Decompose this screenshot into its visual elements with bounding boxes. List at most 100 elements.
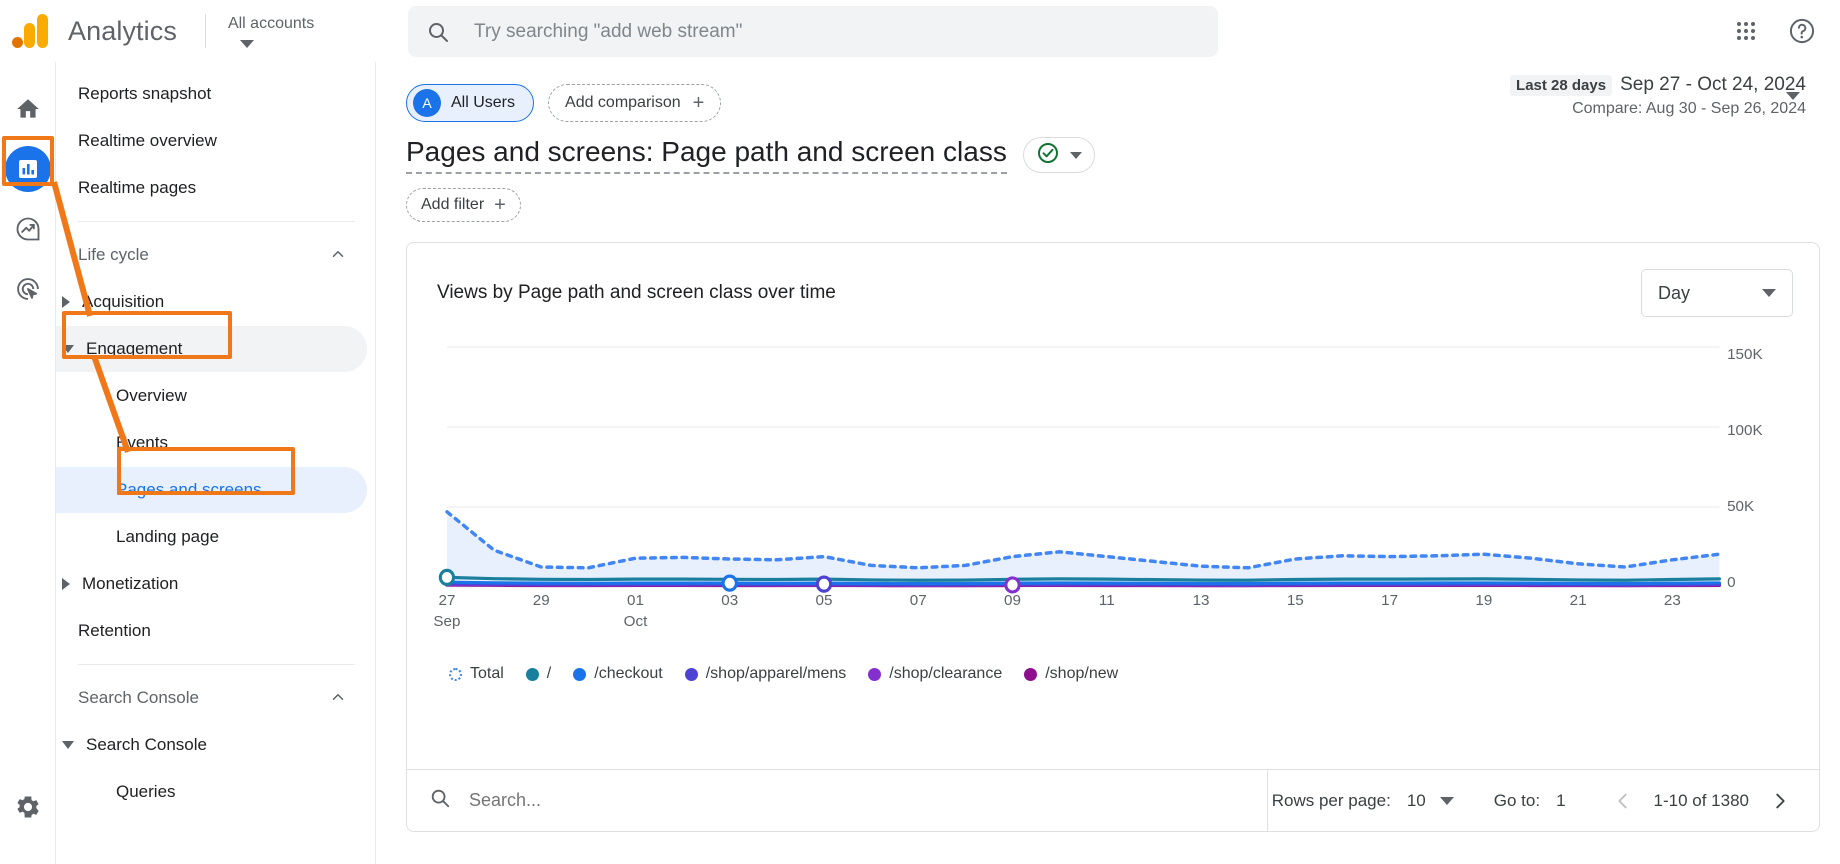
chart-card-header: Views by Page path and screen class over… bbox=[407, 243, 1819, 317]
sidebar-item-label: Events bbox=[116, 433, 168, 452]
apps-grid-icon[interactable] bbox=[1722, 7, 1770, 55]
chevron-down-icon bbox=[1069, 151, 1082, 159]
avatar: A bbox=[413, 89, 441, 117]
sidebar-item-realtime-pages[interactable]: Realtime pages bbox=[56, 165, 367, 211]
chevron-down-icon bbox=[239, 39, 254, 48]
goto-input[interactable]: 1 bbox=[1556, 790, 1566, 810]
report-title-row: Pages and screens: Page path and screen … bbox=[376, 122, 1840, 174]
legend-label: /shop/clearance bbox=[889, 665, 1003, 682]
global-search[interactable] bbox=[408, 6, 1218, 57]
chart-legend: Total / /checkout /shop/apparel/mens /sh… bbox=[407, 657, 1819, 683]
legend-swatch bbox=[449, 667, 462, 681]
rows-per-page-label: Rows per page: bbox=[1271, 790, 1391, 810]
chevron-down-icon bbox=[1762, 289, 1776, 297]
table-controls: Rows per page: 10 Go to: 1 1-10 of 1380 bbox=[407, 769, 1819, 831]
legend-item-total[interactable]: Total bbox=[449, 665, 504, 683]
legend-item-shop-clearance[interactable]: /shop/clearance bbox=[868, 665, 1002, 683]
sidebar-section-label: Search Console bbox=[78, 688, 199, 707]
chevron-up-icon bbox=[329, 245, 347, 266]
sidebar-item-engagement[interactable]: Engagement bbox=[56, 326, 367, 372]
legend-swatch bbox=[1024, 667, 1038, 681]
legend-swatch bbox=[868, 667, 882, 681]
help-icon[interactable] bbox=[1778, 7, 1826, 55]
sidebar-item-reports-snapshot[interactable]: Reports snapshot bbox=[56, 71, 367, 117]
chevron-down-icon bbox=[62, 345, 74, 353]
rail-item-admin[interactable] bbox=[5, 784, 51, 830]
rows-per-page-value[interactable]: 10 bbox=[1406, 790, 1426, 810]
legend-swatch bbox=[525, 667, 539, 681]
legend-item-shop-apparel-mens[interactable]: /shop/apparel/mens bbox=[684, 665, 846, 683]
sidebar-item-label: Landing page bbox=[116, 527, 220, 546]
sidebar-item-realtime-overview[interactable]: Realtime overview bbox=[56, 118, 367, 164]
search-input[interactable] bbox=[472, 19, 1200, 44]
sidebar-section-life-cycle[interactable]: Life cycle bbox=[56, 232, 367, 278]
legend-label: /shop/new bbox=[1045, 665, 1119, 682]
add-comparison-button[interactable]: Add comparison + bbox=[548, 84, 722, 122]
legend-item-root[interactable]: / bbox=[525, 665, 551, 683]
page-title: Pages and screens: Page path and screen … bbox=[406, 136, 1007, 174]
app-title: Analytics bbox=[68, 15, 177, 46]
legend-swatch bbox=[684, 667, 698, 681]
page-range-text: 1-10 of 1380 bbox=[1653, 790, 1749, 810]
sidebar-item-landing-page[interactable]: Landing page bbox=[56, 514, 367, 560]
sidebar-item-monetization[interactable]: Monetization bbox=[56, 561, 367, 607]
date-range-selector[interactable]: Last 28 days Sep 27 - Oct 24, 2024 Compar… bbox=[1510, 74, 1806, 118]
time-series-chart[interactable]: 150K 100K 50K 0 27 Sep 29 01 Oct 03 05 07 09 11 13 15 17… bbox=[407, 327, 1762, 657]
add-filter-button[interactable]: Add filter + bbox=[406, 188, 521, 222]
report-main: A All Users Add comparison + Last 28 day… bbox=[376, 62, 1840, 864]
sidebar-item-label: Monetization bbox=[82, 574, 179, 593]
legend-item-checkout[interactable]: /checkout bbox=[573, 665, 663, 683]
sidebar-item-label: Reports snapshot bbox=[78, 84, 212, 103]
date-range-preset: Last 28 days bbox=[1510, 75, 1613, 96]
search-icon bbox=[429, 787, 451, 814]
table-search-input[interactable] bbox=[467, 789, 767, 812]
legend-item-shop-new[interactable]: /shop/new bbox=[1024, 665, 1118, 683]
sidebar-item-queries[interactable]: Queries bbox=[56, 769, 367, 815]
collapse-sidebar-button[interactable] bbox=[366, 810, 375, 850]
dimension-validity-badge[interactable] bbox=[1022, 137, 1095, 173]
sidebar-item-label: Retention bbox=[78, 621, 151, 640]
chevron-down-icon bbox=[62, 741, 74, 749]
sidebar-item-search-console[interactable]: Search Console bbox=[56, 722, 367, 768]
date-range-compare: Compare: Aug 30 - Sep 26, 2024 bbox=[1572, 100, 1806, 117]
granularity-value: Day bbox=[1658, 282, 1691, 303]
legend-swatch bbox=[573, 667, 587, 681]
icon-rail bbox=[0, 62, 56, 864]
sidebar-item-events[interactable]: Events bbox=[56, 420, 367, 466]
google-analytics-logo bbox=[12, 14, 52, 48]
goto-label: Go to: bbox=[1493, 790, 1541, 810]
svg-text:100K: 100K bbox=[1727, 422, 1763, 439]
chevron-right-icon bbox=[62, 578, 70, 590]
legend-label: Total bbox=[470, 665, 504, 682]
plus-icon: + bbox=[494, 194, 506, 216]
rail-item-explore[interactable] bbox=[5, 206, 51, 252]
add-comparison-label: Add comparison bbox=[565, 94, 681, 111]
chevron-down-icon[interactable] bbox=[1439, 796, 1454, 805]
sidebar-item-label: Queries bbox=[116, 782, 176, 801]
brand-divider bbox=[204, 14, 206, 48]
chart-title: Views by Page path and screen class over… bbox=[437, 282, 836, 303]
rail-item-home[interactable] bbox=[5, 86, 51, 132]
audience-chip-all-users[interactable]: A All Users bbox=[406, 84, 535, 122]
add-filter-label: Add filter bbox=[421, 196, 485, 213]
sidebar-item-pages-and-screens[interactable]: Pages and screens bbox=[56, 467, 367, 513]
next-page-button[interactable] bbox=[1763, 784, 1797, 818]
plus-icon: + bbox=[692, 92, 705, 114]
sidebar-item-label: Acquisition bbox=[82, 292, 165, 311]
sidebar-item-overview[interactable]: Overview bbox=[56, 373, 367, 419]
prev-page-button[interactable] bbox=[1606, 784, 1640, 818]
granularity-select[interactable]: Day bbox=[1641, 269, 1793, 317]
sidebar-item-label: Engagement bbox=[86, 339, 183, 358]
sidebar-section-search-console[interactable]: Search Console bbox=[56, 675, 367, 721]
sidebar-item-label: Realtime pages bbox=[78, 178, 197, 197]
chart-svg bbox=[438, 346, 1722, 594]
table-search[interactable] bbox=[407, 787, 827, 814]
account-selector[interactable]: All accounts bbox=[228, 15, 314, 48]
pagination: Rows per page: 10 Go to: 1 1-10 of 1380 bbox=[1272, 784, 1819, 818]
sidebar-item-retention[interactable]: Retention bbox=[56, 608, 367, 654]
rail-item-reports[interactable] bbox=[4, 146, 51, 192]
chevron-down-icon bbox=[1786, 92, 1800, 100]
report-navigation: Reports snapshot Realtime overview Realt… bbox=[56, 62, 376, 864]
rail-item-advertising[interactable] bbox=[5, 266, 51, 312]
sidebar-item-acquisition[interactable]: Acquisition bbox=[56, 279, 367, 325]
